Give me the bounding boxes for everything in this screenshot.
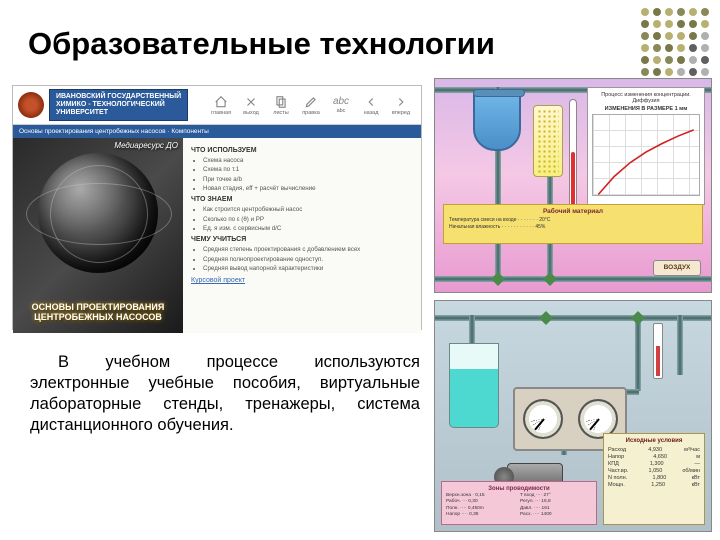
outline-item: Средняя степень проектирования с добавле…	[203, 245, 413, 254]
pressure-gauge-icon	[523, 399, 563, 439]
result-row: Част.вр.1,050об/мин	[608, 468, 700, 474]
result-row: N полн.1,800кВт	[608, 475, 700, 481]
conductivity-zones: Зоны проводимости Верхн.зона · 0,15 Рабо…	[441, 481, 597, 525]
body-paragraph: В учебном процессе используются электрон…	[30, 352, 420, 436]
air-button[interactable]: ВОЗДУХ	[653, 260, 701, 276]
result-row: Напор4,650м	[608, 454, 700, 460]
diffusion-chart: Процесс изменения концентрации. Диффузия…	[587, 87, 705, 205]
home-icon[interactable]: главная	[210, 94, 232, 116]
slide-title: Образовательные технологии	[28, 26, 495, 62]
material-flask	[533, 105, 563, 177]
course-project-link[interactable]: Курсовой проект	[191, 277, 245, 284]
result-row: Расход4,930м³/час	[608, 447, 700, 453]
outline-item: Как строится центробежный насос	[203, 205, 413, 214]
liquid-beaker	[449, 343, 499, 428]
abc-icon[interactable]: abcabc	[330, 94, 352, 116]
outline-item: Схема по т.1	[203, 165, 413, 174]
corner-dot-decoration	[641, 8, 710, 77]
result-row: КПД1,300—	[608, 461, 700, 467]
outline-item: Сколько по ε (θ) и РР	[203, 215, 413, 224]
exit-icon[interactable]: выход	[240, 94, 262, 116]
valve-icon[interactable]	[491, 272, 505, 286]
edit-icon[interactable]: правка	[300, 94, 322, 116]
valve-icon[interactable]	[539, 311, 553, 325]
university-crest-icon	[18, 92, 44, 118]
outline-item: Схема насоса	[203, 156, 413, 165]
elearning-screenshot: ИВАНОВСКИЙ ГОСУДАРСТВЕННЫЙ ХИМИКО - ТЕХН…	[12, 85, 422, 330]
back-icon[interactable]: назад	[360, 94, 382, 116]
initial-conditions: Исходные условия Расход4,930м³/часНапор4…	[603, 433, 705, 525]
water-tank	[473, 93, 521, 151]
pages-icon[interactable]: листы	[270, 94, 292, 116]
valve-icon[interactable]	[631, 311, 645, 325]
university-name: ИВАНОВСКИЙ ГОСУДАРСТВЕННЫЙ ХИМИКО - ТЕХН…	[49, 89, 188, 121]
nav-toolbar: главная выход листы правка abcabc назад …	[206, 92, 416, 118]
outline-item: Ед. я изм. с сервисным d/C	[203, 224, 413, 233]
simulator-drying: Процесс изменения концентрации. Диффузия…	[434, 78, 712, 293]
material-params: Рабочий материал Температура смеси на вх…	[443, 204, 703, 244]
valve-icon[interactable]	[543, 272, 557, 286]
outline-item: Средняя вывод напорной характеристики	[203, 264, 413, 273]
course-hero-image: Медиаресурс ДО ОСНОВЫ ПРОЕКТИРОВАНИЯ ЦЕН…	[13, 138, 183, 333]
level-gauge	[653, 323, 663, 379]
thermometer-icon	[569, 99, 577, 211]
university-header: ИВАНОВСКИЙ ГОСУДАРСТВЕННЫЙ ХИМИКО - ТЕХН…	[13, 86, 421, 125]
breadcrumb-bar: Основы проектирования центробежных насос…	[13, 125, 421, 138]
course-outline: ЧТО ИСПОЛЬЗУЕМ Схема насосаСхема по т.1П…	[183, 138, 421, 333]
outline-item: Средняя полнопроектирование одноступ.	[203, 255, 413, 264]
forward-icon[interactable]: вперед	[390, 94, 412, 116]
outline-item: При точке a/b	[203, 175, 413, 184]
simulator-pump: Зоны проводимости Верхн.зона · 0,15 Рабо…	[434, 300, 712, 532]
outline-item: Новая стадия, eff + расчёт вычисление	[203, 184, 413, 193]
result-row: Мощн.1,250кВт	[608, 482, 700, 488]
